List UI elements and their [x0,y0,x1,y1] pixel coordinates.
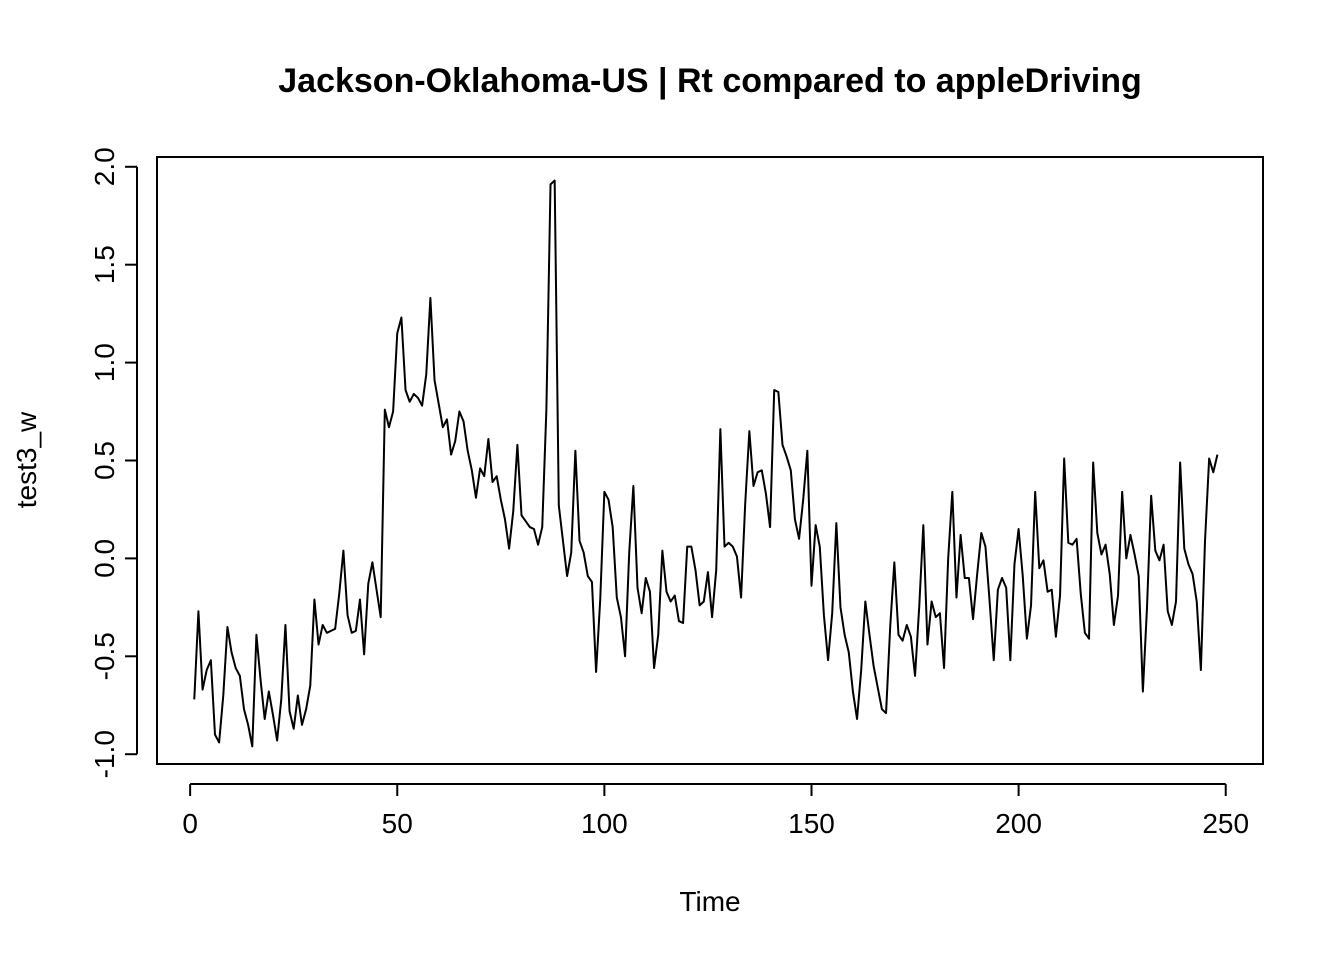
x-tick-label: 150 [788,808,835,839]
series-line-0 [193,179,1219,748]
x-axis-title: Time [679,886,740,917]
y-axis: -1.0 -0.5 0.0 0.5 1.0 1.5 2.0 [89,147,138,778]
series-layer [193,179,1219,748]
y-tick-label: -0.5 [89,632,120,680]
y-tick-label: 0.5 [89,441,120,480]
x-tick-label: 200 [995,808,1042,839]
x-tick-label: 100 [581,808,628,839]
x-tick-label: 250 [1202,808,1249,839]
x-tick-label: 50 [382,808,413,839]
chart-title: Jackson-Oklahoma-US | Rt compared to app… [278,62,1141,100]
y-axis-title: test3_w [11,411,42,508]
y-tick-label: 1.5 [89,245,120,284]
y-tick-label: 2.0 [89,147,120,186]
y-tick-label: -1.0 [89,730,120,778]
y-tick-label: 1.0 [89,343,120,382]
plot-frame [156,156,1264,765]
y-tick-label: 0.0 [89,539,120,578]
x-axis: 0 50 100 150 200 250 [182,783,1249,839]
x-tick-label: 0 [182,808,198,839]
